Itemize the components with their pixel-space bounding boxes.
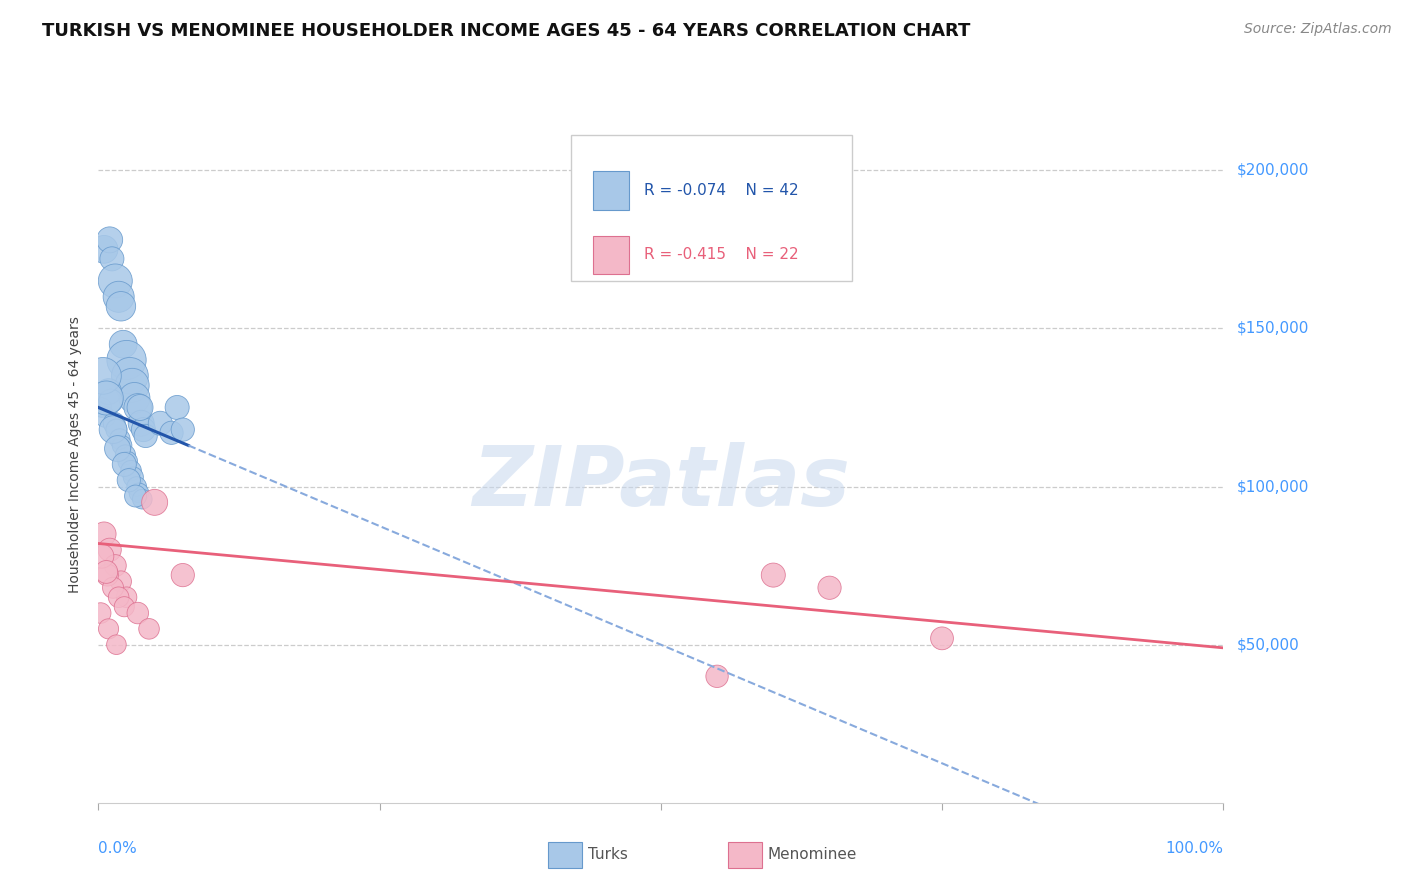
Point [107, 290, 129, 304]
Point [101, 581, 124, 595]
Text: ZIPatlas: ZIPatlas [472, 442, 849, 524]
Point [98, 233, 121, 247]
Point [121, 378, 143, 392]
Point [122, 470, 145, 484]
Point [129, 401, 152, 415]
Point [124, 489, 146, 503]
Point [114, 448, 136, 462]
Point [166, 401, 188, 415]
Text: $50,000: $50,000 [1237, 637, 1301, 652]
Point [115, 591, 138, 605]
Point [762, 568, 785, 582]
Point [94, 409, 117, 424]
Point [103, 417, 125, 431]
Point [93, 527, 115, 541]
Point [818, 581, 841, 595]
Text: 0.0%: 0.0% [98, 841, 138, 856]
Point [111, 438, 134, 452]
Point [112, 599, 135, 614]
Point [143, 495, 166, 509]
Point [131, 492, 153, 507]
Text: R = -0.074    N = 42: R = -0.074 N = 42 [644, 183, 799, 198]
Text: Turks: Turks [588, 847, 627, 863]
Point [96, 565, 118, 579]
Point [132, 423, 155, 437]
Point [129, 417, 152, 431]
Point [97, 622, 120, 636]
Point [160, 425, 183, 440]
FancyBboxPatch shape [571, 135, 852, 281]
Text: $200,000: $200,000 [1237, 163, 1309, 178]
Point [135, 429, 157, 443]
Point [127, 606, 149, 620]
Point [104, 558, 127, 573]
Point [138, 622, 160, 636]
Point [108, 432, 131, 446]
Point [105, 423, 128, 437]
Point [118, 368, 141, 383]
Point [127, 401, 149, 415]
Point [105, 638, 128, 652]
FancyBboxPatch shape [593, 235, 630, 274]
Point [98, 542, 121, 557]
Text: R = -0.415    N = 22: R = -0.415 N = 22 [644, 247, 799, 262]
FancyBboxPatch shape [728, 842, 762, 868]
Point [172, 423, 194, 437]
Point [91, 368, 114, 383]
Point [128, 486, 150, 500]
Point [112, 337, 135, 351]
Point [90, 401, 112, 415]
Point [107, 442, 129, 456]
Point [172, 568, 194, 582]
Point [117, 454, 139, 468]
Point [115, 353, 138, 368]
Point [110, 574, 132, 589]
Point [120, 464, 142, 478]
Point [118, 473, 141, 487]
Point [149, 417, 172, 431]
Point [90, 549, 112, 563]
Point [93, 243, 115, 257]
Text: $150,000: $150,000 [1237, 321, 1309, 336]
Text: $100,000: $100,000 [1237, 479, 1309, 494]
Point [100, 394, 122, 409]
Text: Source: ZipAtlas.com: Source: ZipAtlas.com [1244, 22, 1392, 37]
Point [124, 391, 146, 405]
Text: TURKISH VS MENOMINEE HOUSEHOLDER INCOME AGES 45 - 64 YEARS CORRELATION CHART: TURKISH VS MENOMINEE HOUSEHOLDER INCOME … [42, 22, 970, 40]
Text: Menominee: Menominee [768, 847, 858, 863]
Point [110, 299, 132, 313]
Text: 100.0%: 100.0% [1166, 841, 1223, 856]
Point [101, 423, 124, 437]
FancyBboxPatch shape [548, 842, 582, 868]
Point [96, 391, 118, 405]
Point [706, 669, 728, 683]
FancyBboxPatch shape [593, 171, 630, 210]
Y-axis label: Householder Income Ages 45 - 64 years: Householder Income Ages 45 - 64 years [69, 317, 83, 593]
Point [97, 384, 120, 399]
Point [125, 479, 148, 493]
Point [90, 606, 112, 620]
Point [104, 274, 127, 288]
Point [931, 632, 953, 646]
Point [96, 568, 118, 582]
Point [107, 591, 129, 605]
Point [112, 458, 135, 472]
Point [101, 252, 124, 266]
